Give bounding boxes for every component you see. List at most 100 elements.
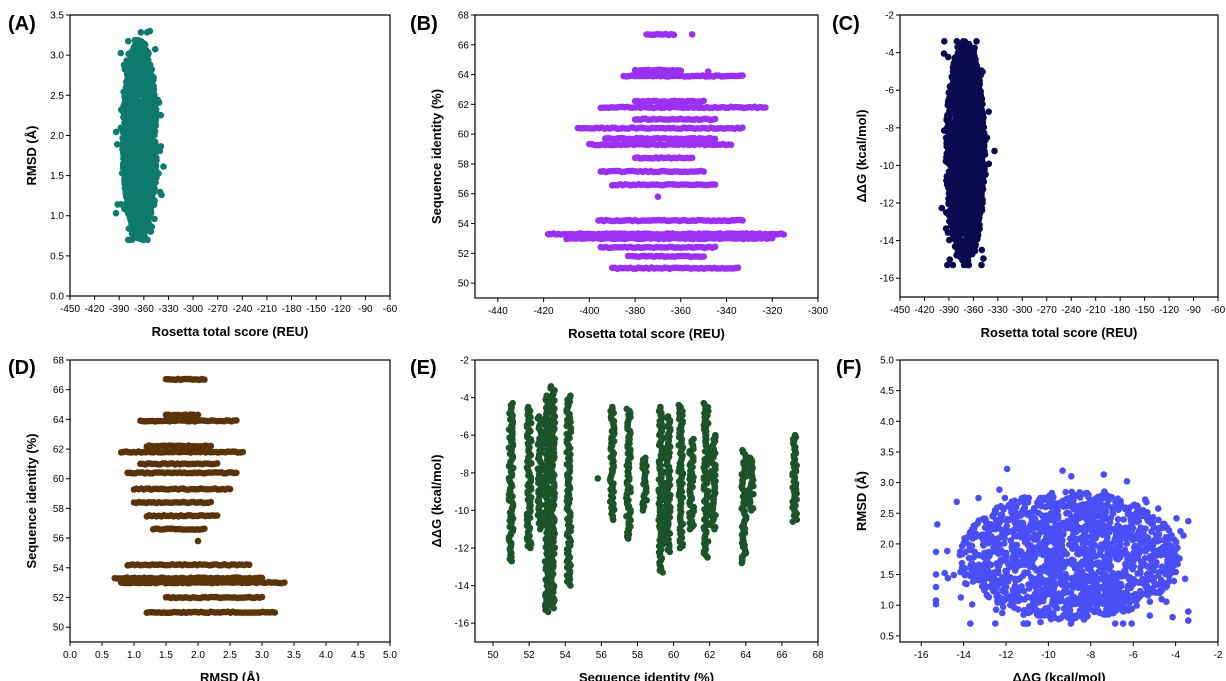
data-point	[143, 54, 151, 62]
data-point	[972, 91, 979, 99]
data-point	[966, 187, 973, 194]
y-tick-label: 64	[53, 415, 65, 426]
data-point	[207, 498, 215, 506]
data-points	[505, 383, 801, 616]
data-point	[960, 261, 968, 269]
data-point	[130, 205, 137, 213]
data-point	[971, 240, 979, 248]
data-point	[938, 204, 946, 212]
x-tick-label: -420	[914, 305, 934, 316]
data-point	[972, 217, 980, 225]
plot-frame	[474, 14, 819, 299]
data-point	[980, 255, 987, 262]
data-point	[957, 162, 965, 169]
scatter-chart: 50 52 54 56 58 60 62 64 66 68-16-14-12-10-8-6-4-2…	[429, 356, 824, 681]
data-point	[141, 198, 148, 206]
y-tick-label: 50	[53, 623, 65, 634]
x-tick-label: -270	[1037, 305, 1057, 316]
data-point	[948, 190, 955, 197]
data-point	[141, 166, 149, 174]
x-tick-label: 4.0	[319, 650, 333, 661]
data-point	[972, 83, 979, 91]
data-point	[128, 236, 136, 243]
data-point	[704, 68, 712, 75]
data-point	[966, 249, 973, 257]
data-point	[961, 49, 968, 57]
data-point	[121, 138, 129, 145]
data-point	[131, 152, 139, 160]
y-tick-label: 1.0	[50, 211, 64, 222]
data-point	[144, 116, 151, 124]
data-point	[113, 141, 121, 148]
data-point	[141, 161, 149, 169]
data-point	[958, 61, 965, 69]
data-point	[945, 98, 953, 105]
data-point	[148, 109, 155, 116]
data-point	[943, 154, 950, 161]
data-point	[946, 218, 953, 225]
x-tick-label: 0.0	[63, 650, 77, 661]
plot-frame	[474, 359, 819, 643]
plot-frame	[899, 14, 1219, 298]
data-point	[146, 27, 154, 35]
x-tick-label: -400	[579, 306, 599, 317]
data-point	[977, 124, 985, 131]
data-point	[149, 153, 157, 160]
data-point	[124, 183, 131, 191]
data-point	[960, 201, 967, 208]
x-tick-label: -330	[988, 305, 1008, 316]
y-tick-label: 0.5	[50, 251, 64, 262]
data-point	[134, 42, 142, 50]
data-point	[194, 411, 202, 419]
data-point	[670, 31, 678, 39]
data-point	[150, 74, 157, 81]
data-point	[957, 97, 965, 104]
data-point	[138, 49, 145, 57]
data-point	[951, 150, 958, 158]
data-point	[963, 143, 971, 151]
data-point	[131, 58, 138, 65]
data-point	[953, 38, 961, 45]
x-tick-label: -120	[331, 304, 351, 315]
data-point	[130, 191, 138, 198]
data-point	[121, 154, 128, 162]
data-point	[509, 399, 516, 407]
data-point	[138, 230, 146, 237]
data-point	[964, 75, 971, 83]
x-tick-label: 2.0	[191, 650, 205, 661]
data-point	[146, 191, 153, 199]
data-point	[973, 135, 981, 143]
y-axis-label: Sequence identity (%)	[429, 89, 444, 224]
data-point	[142, 66, 150, 74]
data-point	[954, 43, 961, 51]
x-tick-label: 1.5	[159, 650, 173, 661]
panel-label: (B)	[410, 13, 438, 35]
y-tick-label: 50	[458, 279, 470, 290]
data-point	[213, 460, 221, 467]
y-tick-label: 52	[53, 593, 65, 604]
data-point	[121, 205, 128, 213]
data-point	[137, 103, 144, 110]
data-point	[130, 97, 137, 104]
data-point	[969, 78, 977, 86]
panel-label: (D)	[8, 357, 36, 379]
data-point	[942, 225, 950, 232]
y-tick-label: 0.0	[50, 292, 64, 303]
x-tick-label: -90	[358, 304, 373, 315]
data-point	[969, 130, 976, 138]
data-point	[125, 172, 133, 180]
x-tick-label: -180	[1110, 305, 1130, 316]
data-point	[959, 149, 967, 156]
data-point	[958, 225, 966, 232]
x-axis-label: Rosetta total score (REU)	[981, 325, 1138, 340]
y-tick-label: 66	[458, 40, 470, 51]
data-point	[948, 130, 956, 137]
data-point	[117, 106, 125, 114]
data-point	[148, 223, 156, 231]
data-point	[978, 246, 986, 254]
data-point	[137, 29, 145, 36]
data-points	[544, 30, 787, 273]
data-point	[711, 243, 719, 251]
x-tick-label: -420	[534, 306, 554, 317]
data-point	[201, 525, 208, 532]
